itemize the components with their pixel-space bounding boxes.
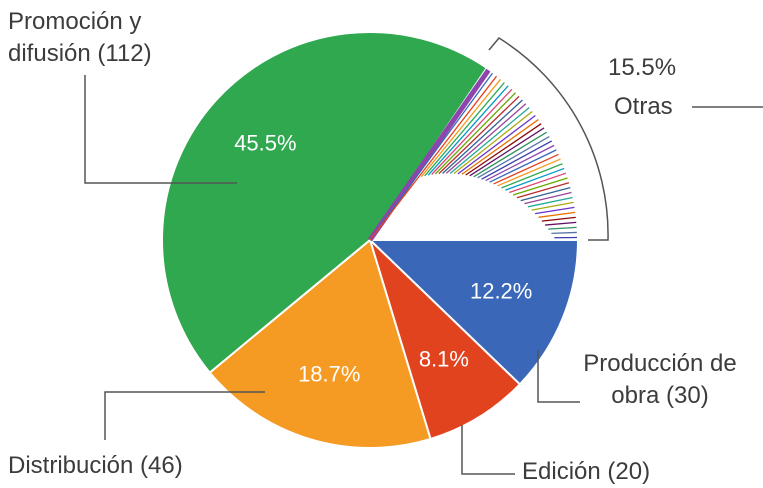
leader-line [462, 425, 515, 474]
value-label: 8.1% [419, 346, 469, 371]
label: Distribución (46) [8, 450, 248, 482]
label: Otras [614, 91, 673, 123]
value-label: 45.5% [234, 131, 296, 156]
value-label: 15.5% [608, 52, 676, 84]
label: Promoción y difusión (112) [8, 6, 208, 70]
value-label: 18.7% [298, 361, 360, 386]
label: Edición (20) [522, 456, 722, 488]
label: Producción de obra (30) [560, 348, 760, 412]
value-label: 12.2% [470, 279, 532, 304]
